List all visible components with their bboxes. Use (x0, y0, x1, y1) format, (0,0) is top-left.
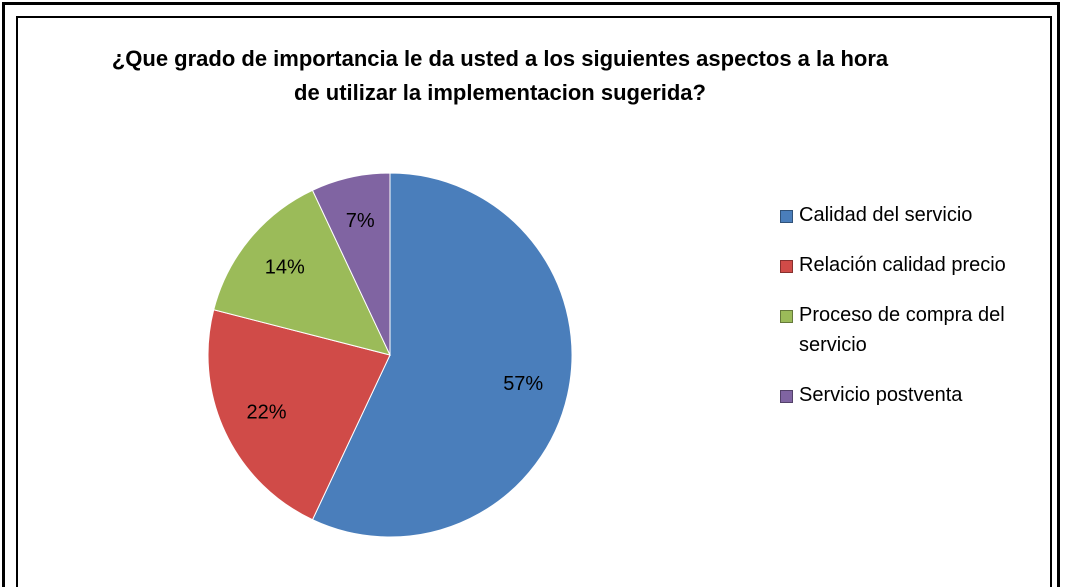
data-label: 22% (246, 401, 286, 423)
inner-frame (16, 16, 1052, 587)
legend-label: Calidad del servicio (799, 204, 973, 226)
legend-item: Servicio postventa (780, 380, 1050, 410)
pie-slice (311, 172, 573, 538)
pie-slice (207, 309, 391, 521)
legend-item: Proceso de compra del servicio (780, 300, 1050, 360)
legend-label: Proceso de compra del servicio (799, 304, 1005, 356)
legend-swatch (780, 390, 793, 403)
legend-item: Relación calidad precio (780, 250, 1050, 280)
legend-swatch (780, 310, 793, 323)
data-label: 14% (265, 256, 305, 278)
legend-label: Servicio postventa (799, 384, 963, 406)
data-label: 57% (503, 373, 543, 395)
chart-title: ¿Que grado de importancia le da usted a … (111, 46, 889, 105)
legend-swatch (780, 210, 793, 223)
pie-slice (213, 189, 391, 356)
pie-slice (311, 172, 391, 356)
data-label: 7% (346, 210, 375, 232)
legend: Calidad del servicio Relación calidad pre… (780, 200, 1050, 430)
legend-label: Relación calidad precio (799, 254, 1006, 276)
legend-swatch (780, 260, 793, 273)
legend-item: Calidad del servicio (780, 200, 1050, 230)
